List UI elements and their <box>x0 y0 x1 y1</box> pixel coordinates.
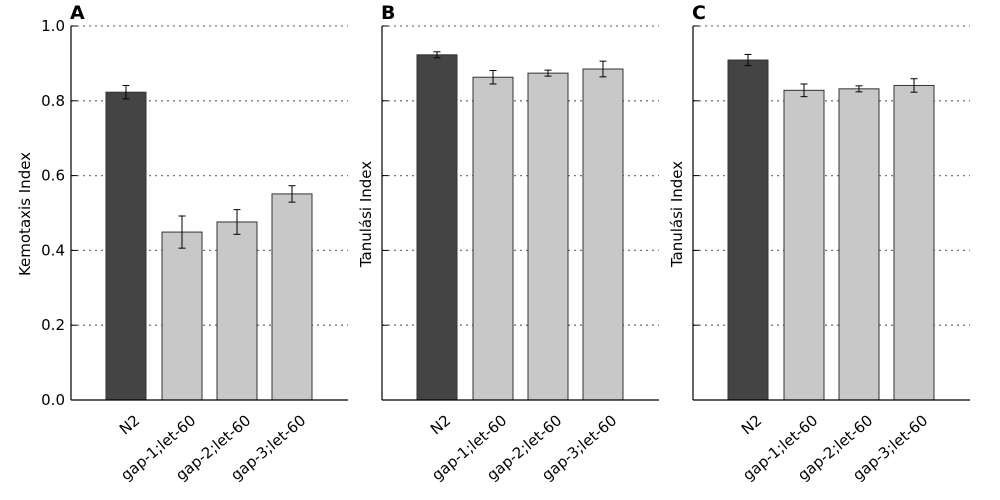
panel-letter: B <box>381 2 395 24</box>
bar-gap-1-let-60 <box>472 76 514 401</box>
bar-gap-1-let-60 <box>161 231 203 401</box>
bar-n2 <box>416 54 458 401</box>
y-tick-label: 0.4 <box>41 241 65 259</box>
y-axis-title: Tanulási Index <box>668 161 686 268</box>
y-axis-title: Tanulási Index <box>357 161 375 268</box>
x-category-label: N2 <box>427 411 454 438</box>
bar-gap-3-let-60 <box>893 84 935 401</box>
bar-gap-2-let-60 <box>527 72 569 401</box>
y-tick-label: 0.6 <box>41 167 65 185</box>
y-axis-title: Kemotaxis Index <box>16 152 34 276</box>
chart-panel-a: 0.00.20.40.60.81.0N2gap-1;let-60gap-2;le… <box>16 2 348 484</box>
bar-gap-1-let-60 <box>783 89 825 401</box>
chart-panel-b: N2gap-1;let-60gap-2;let-60gap-3;let-60Ta… <box>357 2 659 484</box>
bar-gap-2-let-60 <box>216 221 258 401</box>
chart-panel-c: N2gap-1;let-60gap-2;let-60gap-3;let-60Ta… <box>668 2 970 484</box>
y-tick-label: 0.0 <box>41 391 65 409</box>
panel-letter: A <box>70 2 85 24</box>
y-tick-label: 0.8 <box>41 92 65 110</box>
x-category-label: N2 <box>116 411 143 438</box>
bar-n2 <box>727 59 769 401</box>
bar-gap-2-let-60 <box>838 88 880 401</box>
bar-n2 <box>105 91 147 401</box>
y-tick-label: 0.2 <box>41 316 65 334</box>
x-category-label: N2 <box>738 411 765 438</box>
panel-letter: C <box>692 2 706 24</box>
bar-gap-3-let-60 <box>271 193 313 401</box>
bar-gap-3-let-60 <box>582 68 624 401</box>
y-tick-label: 1.0 <box>41 17 65 35</box>
